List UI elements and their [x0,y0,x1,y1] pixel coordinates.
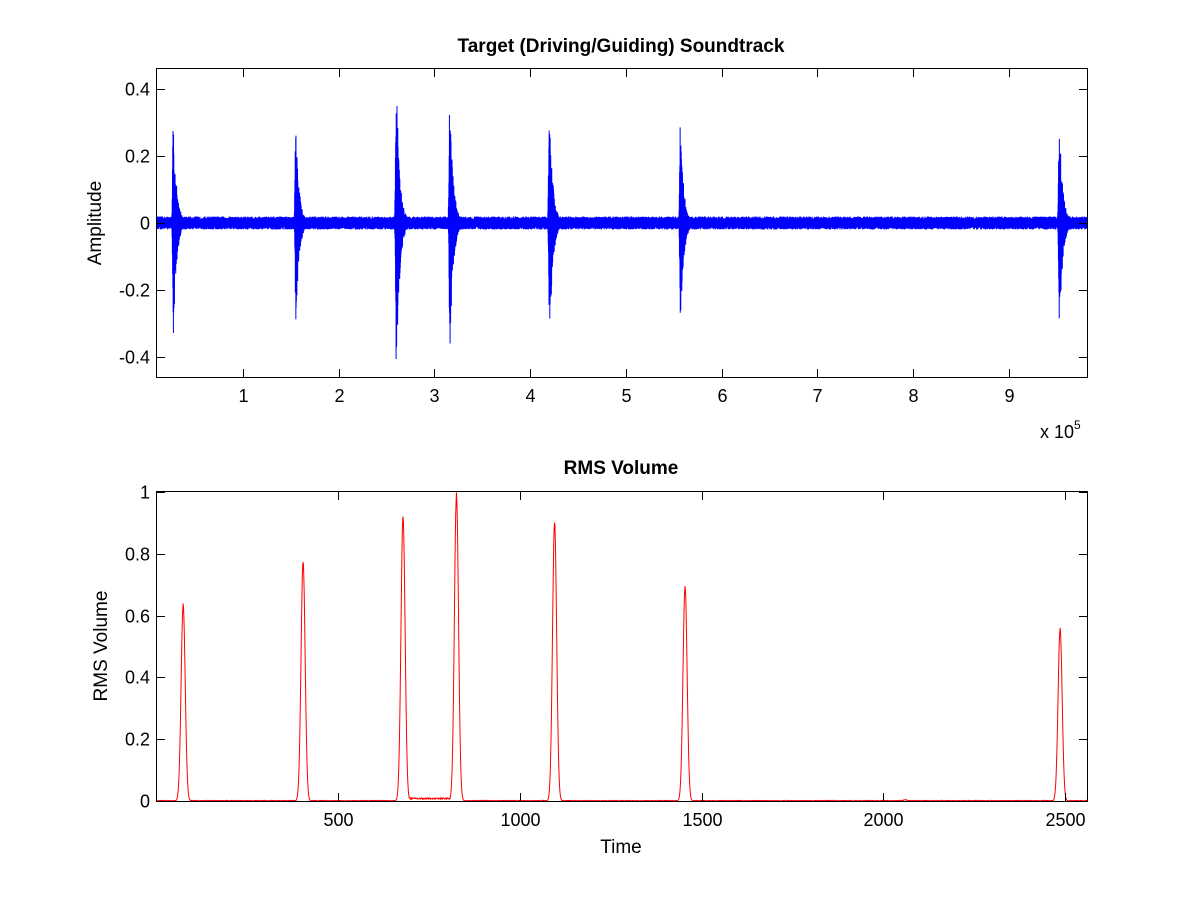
rms-ytick-label: 0.8 [125,545,150,565]
rms-xtick-label: 2500 [1045,810,1085,830]
soundtrack-plot: 1 2 3 4 5 6 7 8 9 -0.4 -0.2 0 0.2 0.4 Target (Drivin… [85,36,1088,442]
soundtrack-xtick-label: 7 [812,386,822,406]
rms-ytick-label: 1 [140,483,150,503]
soundtrack-ytick-label: 0.2 [125,147,150,167]
rms-xtick-label: 1000 [500,810,540,830]
soundtrack-xtick-label: 2 [334,386,344,406]
rms-xtick-label: 500 [323,810,353,830]
soundtrack-title: Target (Driving/Guiding) Soundtrack [458,36,785,57]
soundtrack-xtick-label: 4 [525,386,535,406]
rms-ylabel: RMS Volume [91,591,112,702]
rms-volume-line [157,492,1087,801]
rms-xtick-label: 2000 [863,810,903,830]
soundtrack-xtick-label: 8 [908,386,918,406]
rms-ytick-label: 0.4 [125,668,150,688]
rms-title: RMS Volume [564,458,679,479]
soundtrack-ytick-label: -0.2 [119,281,150,301]
soundtrack-waveform-line [157,105,1087,359]
soundtrack-ytick-label: -0.4 [119,348,150,368]
rms-ytick-label: 0 [140,792,150,812]
rms-ytick-label: 0.6 [125,607,150,627]
soundtrack-x-multiplier-exponent: 5 [1074,418,1081,432]
rms-axes-box [156,491,1088,802]
soundtrack-x-multiplier-base: x 10 [1040,422,1074,442]
soundtrack-x-multiplier: x 105 [1040,418,1081,442]
soundtrack-ytick-label: 0 [140,214,150,234]
rms-xtick-label: 1500 [682,810,722,830]
soundtrack-xtick-label: 3 [429,386,439,406]
soundtrack-xtick-label: 1 [238,386,248,406]
rms-xlabel: Time [600,837,642,858]
rms-ytick-label: 0.2 [125,730,150,750]
soundtrack-ytick-label: 0.4 [125,80,150,100]
rms-volume-plot: 500 1000 1500 2000 2500 0 0.2 0.4 0.6 0.8 1 RMS V… [91,458,1088,858]
soundtrack-ylabel: Amplitude [85,181,106,266]
soundtrack-xtick-label: 9 [1004,386,1014,406]
soundtrack-xtick-label: 6 [717,386,727,406]
soundtrack-xtick-label: 5 [621,386,631,406]
